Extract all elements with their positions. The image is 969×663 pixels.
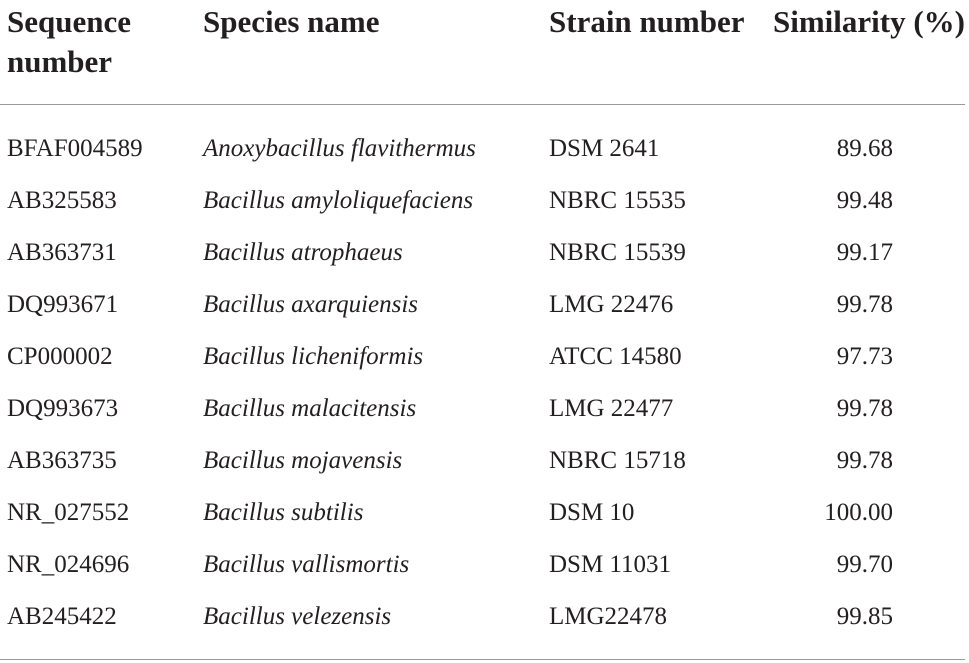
column-header: Similarity (%): [746, 0, 965, 105]
table-row: CP000002 Bacillus licheniformis ATCC 14580…: [0, 331, 965, 383]
table-row: AB363735 Bacillus mojavensis NBRC 15718 99.…: [0, 435, 965, 487]
column-header: Species name: [203, 0, 549, 105]
sequence-number: AB363731: [7, 239, 117, 266]
strain-number: DSM 10: [549, 499, 635, 526]
species-name: Bacillus licheniformis: [203, 343, 424, 370]
sequence-number: AB325583: [7, 187, 117, 214]
table-row: AB245422 Bacillus velezensis LMG22478 99.85: [0, 591, 965, 660]
species-name: Bacillus vallismortis: [203, 551, 410, 578]
strain-number: NBRC 15539: [549, 239, 686, 266]
species-name: Bacillus mojavensis: [203, 447, 403, 474]
similarity: 99.48: [836, 187, 893, 214]
strain-number: DSM 11031: [549, 551, 672, 578]
table-row: NR_027552 Bacillus subtilis DSM 10 100.00: [0, 487, 965, 539]
species-name: Bacillus atrophaeus: [203, 239, 403, 266]
table-row: AB325583 Bacillus amyloliquefaciens NBRC 1…: [0, 175, 965, 227]
strain-number: LMG 22476: [549, 291, 674, 318]
sequence-number: AB245422: [0, 591, 203, 660]
column-header: Strain number: [549, 0, 746, 105]
species-name: Bacillus amyloliquefaciens: [203, 187, 474, 214]
species-name: Bacillus velezensis: [203, 591, 549, 660]
table-row: DQ993671 Bacillus axarquiensis LMG 22476 99…: [0, 279, 965, 331]
similarity: 99.78: [836, 447, 893, 474]
table-row: DQ993673 Bacillus malacitensis LMG 22477 99…: [0, 383, 965, 435]
sequence-number: DQ993673: [7, 395, 119, 422]
strain-number: NBRC 15718: [549, 447, 686, 474]
similarity: 89.68: [836, 135, 893, 162]
sequence-number: NR_024696: [7, 551, 130, 578]
species-name: Bacillus malacitensis: [203, 395, 417, 422]
strain-number: NBRC 15535: [549, 187, 686, 214]
sequence-number: AB363735: [7, 447, 117, 474]
sequence-number: DQ993671: [7, 291, 119, 318]
species-name: Bacillus subtilis: [203, 499, 364, 526]
similarity: 99.78: [836, 395, 893, 422]
strain-number: LMG 22477: [549, 395, 674, 422]
similarity: 99.70: [836, 551, 893, 578]
species-name: Anoxybacillus flavithermus: [203, 135, 476, 162]
table-body: BFAF004589 Anoxybacillus flavithermus DSM …: [0, 105, 965, 660]
similarity: 97.73: [836, 343, 893, 370]
similarity: 100.00: [824, 499, 893, 526]
sequence-number: CP000002: [7, 343, 113, 370]
strain-number: DSM 2641: [549, 135, 660, 162]
similarity: 99.78: [836, 291, 893, 318]
table-row: NR_024696 Bacillus vallismortis DSM 11031 9…: [0, 539, 965, 591]
table-row: BFAF004589 Anoxybacillus flavithermus DSM …: [0, 105, 965, 176]
table-row: AB363731 Bacillus atrophaeus NBRC 15539 99.…: [0, 227, 965, 279]
strain-number: LMG22478: [549, 591, 746, 660]
sequence-number: NR_027552: [7, 499, 130, 526]
strain-number: ATCC 14580: [549, 343, 682, 370]
similarity: 99.17: [836, 239, 893, 266]
similarity: 99.85: [746, 591, 965, 660]
sequence-number: BFAF004589: [7, 135, 143, 162]
header-row: Sequence number Species name Strain number…: [0, 0, 965, 105]
column-header: Sequence number: [0, 0, 203, 105]
species-name: Bacillus axarquiensis: [203, 291, 419, 318]
